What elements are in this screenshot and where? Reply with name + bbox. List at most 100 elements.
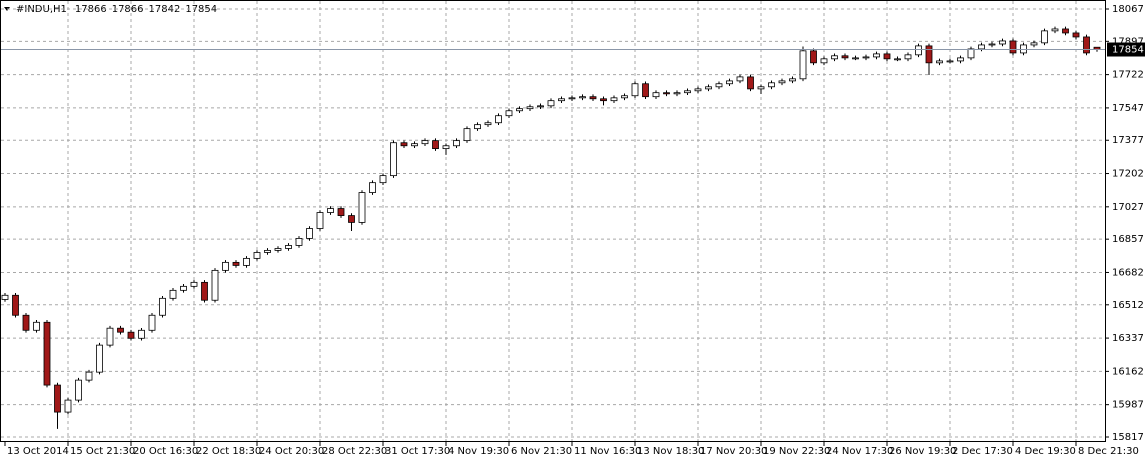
header: #INDU,H1 17866 17866 17842 17854 (16, 4, 217, 15)
candle-body (411, 143, 418, 147)
candle-body (211, 269, 219, 301)
candle-body (274, 248, 282, 251)
candle-body (75, 379, 82, 401)
candle-body (400, 142, 408, 147)
candle-body (12, 294, 19, 316)
candle-body (285, 245, 292, 249)
candle-body (33, 321, 40, 331)
candle-body (222, 261, 229, 271)
x-tick-label: 31 Oct 17:30 (385, 446, 450, 457)
y-tick-label: 16857 (1112, 234, 1144, 245)
header-high: 17866 (112, 4, 144, 15)
candle-body (579, 96, 586, 99)
candle-body (85, 371, 93, 381)
candle-body (96, 344, 103, 373)
candle-body (789, 78, 796, 82)
candle-body (747, 76, 754, 90)
y-tick-label: 15817 (1112, 432, 1144, 443)
candle-body (432, 140, 439, 150)
candle-body (516, 108, 523, 112)
x-tick-label: 8 Dec 21:30 (1078, 446, 1139, 457)
y-tick-label: 17897 (1112, 36, 1144, 47)
candle-body (505, 110, 513, 117)
candle-body (379, 175, 387, 184)
candle-body (547, 100, 555, 107)
candle-body (337, 208, 345, 216)
x-tick-label: 15 Oct 21:30 (70, 446, 135, 457)
y-tick-label: 15987 (1112, 400, 1144, 411)
candle-body (127, 331, 135, 339)
x-tick-label: 22 Oct 18:30 (196, 446, 261, 457)
candle-body (831, 55, 838, 60)
candle-body (726, 80, 733, 85)
candle-body (673, 92, 681, 95)
candle-body (526, 106, 534, 110)
candle-body (495, 115, 502, 124)
x-tick-label: 11 Nov 16:30 (574, 446, 641, 457)
candle-body (873, 53, 880, 58)
x-tick-label: 4 Nov 19:30 (448, 446, 509, 457)
candle-body (589, 96, 597, 100)
candle-body (978, 44, 985, 50)
candle-body (568, 97, 576, 100)
candle-body (610, 97, 618, 102)
candle-body (484, 122, 492, 126)
candle-body (537, 105, 544, 108)
candle-body (474, 124, 481, 130)
x-tick-label: 19 Nov 22:30 (763, 446, 830, 457)
candle-body (862, 56, 870, 59)
x-tick-label: 13 Nov 18:30 (637, 446, 704, 457)
candle-body (1030, 42, 1038, 46)
candle-body (915, 45, 922, 56)
candle-body (201, 281, 208, 301)
candle-body (600, 98, 607, 102)
candle-body (967, 48, 975, 59)
candle-body (778, 80, 786, 84)
candle-body (663, 92, 670, 95)
header-open: 17866 (75, 4, 107, 15)
candle-body (442, 145, 450, 150)
y-tick-label: 16512 (1112, 300, 1144, 311)
candle-body (820, 58, 828, 64)
y-tick-label: 17202 (1112, 169, 1144, 180)
candle-body (138, 329, 145, 339)
candle-body (642, 83, 649, 98)
x-tick-label: 28 Oct 22:30 (322, 446, 387, 457)
candle-body (946, 60, 954, 63)
candle-body (232, 261, 240, 266)
y-tick-label: 17377 (1112, 135, 1144, 146)
candle-body (684, 90, 691, 94)
header-low: 17842 (149, 4, 181, 15)
x-tick-label: 17 Nov 20:30 (700, 446, 767, 457)
candle-body (694, 88, 702, 92)
candle-body (463, 128, 471, 142)
y-tick-label: 18067 (1112, 4, 1144, 15)
y-tick-label: 17722 (1112, 70, 1144, 81)
candle-body (264, 249, 271, 253)
x-tick-label: 24 Oct 20:30 (259, 446, 324, 457)
candle-body (904, 54, 912, 60)
x-tick-label: 24 Nov 17:30 (826, 446, 893, 457)
candle-body (148, 314, 156, 331)
candle-body (327, 208, 334, 213)
candle-body (390, 142, 397, 177)
candle-body (799, 50, 807, 80)
candle-body (43, 321, 51, 386)
candle-body (768, 82, 775, 88)
candle-body (1009, 40, 1017, 54)
symbol: #INDU,H1 (16, 4, 67, 15)
header-close: 17854 (185, 4, 217, 15)
candle-body (558, 98, 565, 102)
x-tick-label: 6 Nov 21:30 (511, 446, 572, 457)
candle-body (883, 53, 891, 60)
candle-body (106, 327, 114, 346)
x-tick-label: 20 Oct 16:30 (133, 446, 198, 457)
candle-body (894, 58, 901, 61)
candle-body (957, 57, 964, 62)
candle-body (253, 252, 261, 259)
candle-body (841, 55, 849, 59)
candle-body (54, 384, 61, 413)
price-tag-label: 17854 (1112, 45, 1144, 56)
candle-body (810, 50, 817, 64)
